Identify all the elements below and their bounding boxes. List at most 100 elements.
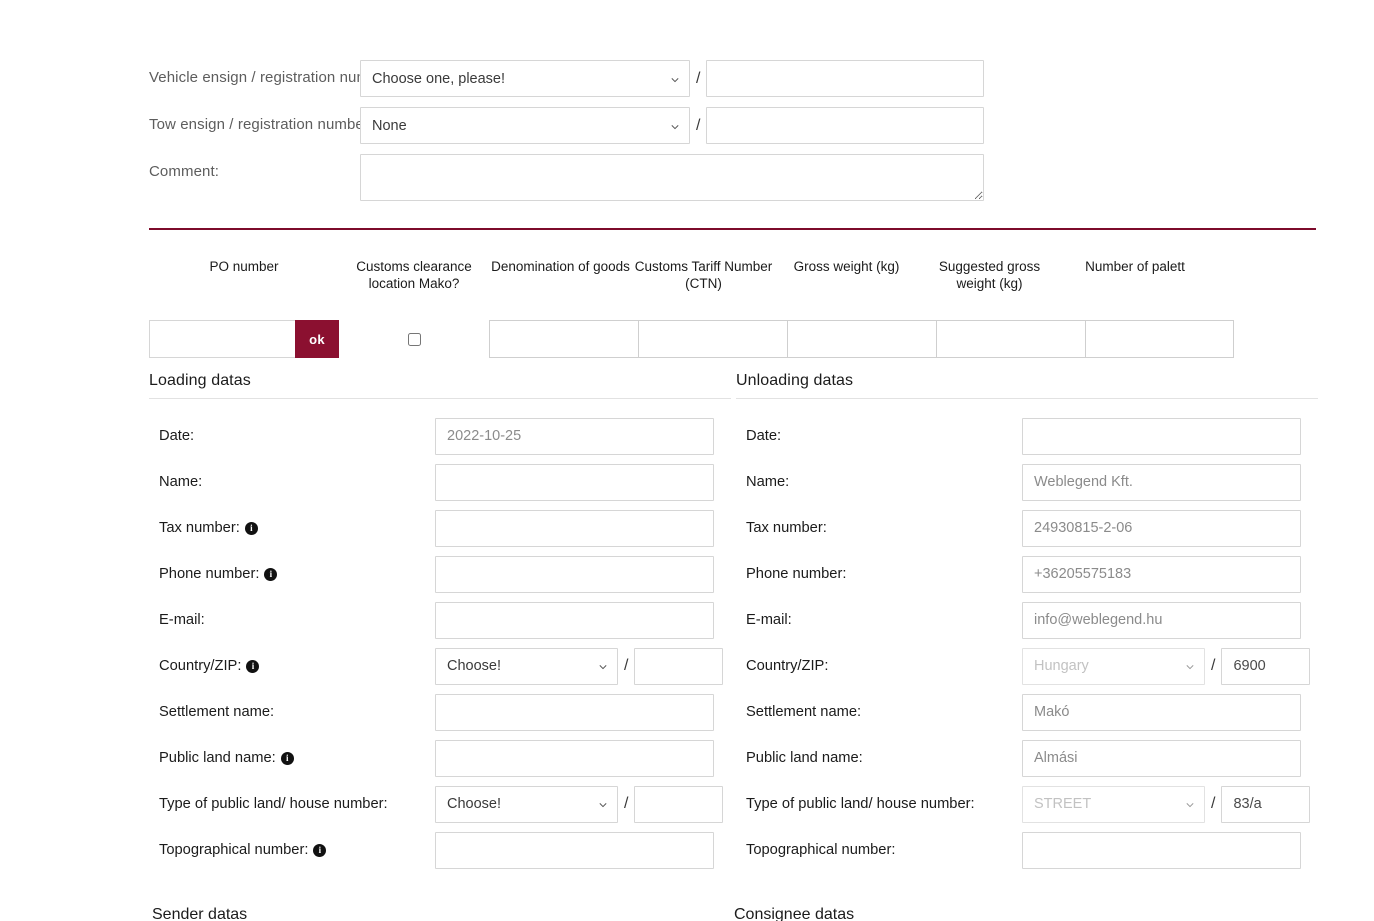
- loading-country-select[interactable]: Choose!: [435, 647, 618, 685]
- vehicle-ensign-label-text: Vehicle ensign / registration number:: [149, 69, 396, 86]
- col-header-po-number: PO number: [209, 259, 279, 274]
- unloading-land-type-row: Type of public land/ house number: STREE…: [736, 781, 1323, 827]
- loading-house-number-input[interactable]: [634, 785, 724, 823]
- comment-textarea[interactable]: [360, 154, 984, 201]
- unloading-zip-input[interactable]: [1221, 647, 1311, 685]
- loading-land-type-separator: /: [624, 795, 629, 812]
- ok-button[interactable]: ok: [295, 320, 339, 358]
- loading-public-land-name-input[interactable]: [435, 739, 714, 777]
- sender-datas-title: Sender datas: [152, 906, 248, 921]
- goods-table-header-row: PO number Customs clearance location Mak…: [149, 248, 1319, 292]
- unloading-phone-label: Phone number:: [746, 566, 847, 582]
- loading-topographical-input[interactable]: [435, 831, 714, 869]
- info-circle-icon[interactable]: i: [246, 660, 260, 673]
- section-divider: [149, 228, 1316, 230]
- col-header-number-of-palett: Number of palett: [1085, 259, 1185, 274]
- loading-tax-number-label-text: Tax number:: [159, 520, 240, 536]
- gross-weight-input[interactable]: [787, 320, 936, 358]
- loading-settlement-row: Settlement name:: [149, 689, 736, 735]
- customs-clearance-cell: [339, 332, 489, 346]
- unloading-tax-number-row: Tax number:: [736, 505, 1323, 551]
- unloading-land-type-select: STREET: [1022, 785, 1205, 823]
- loading-tax-number-row: Tax number: i: [149, 505, 736, 551]
- unloading-name-input[interactable]: [1022, 463, 1301, 501]
- tow-ensign-controls: None /: [360, 101, 985, 144]
- unloading-public-land-name-control: [1022, 739, 1301, 777]
- loading-country-zip-label: Country/ZIP: i: [149, 658, 435, 674]
- vehicle-ensign-select-wrap: Choose one, please!: [360, 60, 690, 97]
- loading-email-control: [435, 601, 714, 639]
- unloading-land-type-select-wrap: STREET: [1022, 785, 1205, 823]
- vehicle-ensign-input[interactable]: [706, 60, 985, 97]
- loading-topographical-label: Topographical number: i: [149, 842, 435, 858]
- customs-tariff-number-input[interactable]: [638, 320, 787, 358]
- unloading-settlement-input[interactable]: [1022, 693, 1301, 731]
- loading-phone-input[interactable]: [435, 555, 714, 593]
- unloading-country-select: Hungary: [1022, 647, 1205, 685]
- loading-tax-number-input[interactable]: [435, 509, 714, 547]
- info-circle-icon[interactable]: i: [244, 522, 258, 535]
- unloading-phone-control: [1022, 555, 1301, 593]
- loading-land-type-select[interactable]: Choose!: [435, 785, 618, 823]
- unloading-date-input[interactable]: [1022, 417, 1301, 455]
- col-header-gross-weight: Gross weight (kg): [793, 259, 900, 274]
- loading-date-row: Date:: [149, 413, 736, 459]
- loading-zip-input[interactable]: [634, 647, 724, 685]
- info-circle-icon[interactable]: i: [264, 568, 278, 581]
- col-header-customs-clearance: Customs clearance location Mako?: [356, 259, 472, 291]
- loading-name-row: Name:: [149, 459, 736, 505]
- unloading-topographical-control: [1022, 831, 1301, 869]
- loading-public-land-name-label: Public land name: i: [149, 750, 435, 766]
- loading-country-select-wrap: Choose!: [435, 647, 618, 685]
- unloading-phone-input[interactable]: [1022, 555, 1301, 593]
- loading-tax-number-label: Tax number: i: [149, 520, 435, 536]
- consignee-datas-title: Consignee datas: [734, 906, 855, 921]
- po-number-input[interactable]: [149, 320, 295, 358]
- unloading-date-row: Date:: [736, 413, 1323, 459]
- unloading-date-label: Date:: [746, 428, 782, 444]
- unloading-topographical-row: Topographical number:: [736, 827, 1323, 873]
- loading-public-land-name-label-text: Public land name:: [159, 750, 276, 766]
- loading-land-type-row: Type of public land/ house number: Choos…: [149, 781, 736, 827]
- vehicle-ensign-separator: /: [696, 69, 701, 87]
- loading-land-type-label: Type of public land/ house number:: [159, 796, 388, 812]
- col-header-suggested-gross-weight: Suggested gross weight (kg): [938, 259, 1041, 291]
- comment-row: Comment:: [0, 148, 1374, 201]
- loading-topographical-row: Topographical number: i: [149, 827, 736, 873]
- loading-date-input[interactable]: [435, 417, 714, 455]
- loading-name-input[interactable]: [435, 463, 714, 501]
- loading-phone-label: Phone number: i: [149, 566, 435, 582]
- loading-phone-control: [435, 555, 714, 593]
- unloading-email-input[interactable]: [1022, 601, 1301, 639]
- suggested-gross-weight-input[interactable]: [936, 320, 1085, 358]
- tow-ensign-select[interactable]: None: [360, 107, 690, 144]
- vehicle-section: Vehicle ensign / registration number:i C…: [0, 0, 1374, 201]
- unloading-name-control: [1022, 463, 1301, 501]
- loading-country-zip-row: Country/ZIP: i Choose! /: [149, 643, 736, 689]
- vehicle-ensign-select[interactable]: Choose one, please!: [360, 60, 690, 97]
- denomination-of-goods-input[interactable]: [489, 320, 638, 358]
- loading-topographical-control: [435, 831, 714, 869]
- loading-settlement-input[interactable]: [435, 693, 714, 731]
- tow-ensign-separator: /: [696, 116, 701, 134]
- unloading-settlement-row: Settlement name:: [736, 689, 1323, 735]
- vehicle-ensign-row: Vehicle ensign / registration number:i C…: [0, 54, 1374, 101]
- unloading-topographical-input[interactable]: [1022, 831, 1301, 869]
- tow-ensign-input[interactable]: [706, 107, 985, 144]
- loading-settlement-control: [435, 693, 714, 731]
- unloading-name-row: Name:: [736, 459, 1323, 505]
- loading-public-land-name-control: [435, 739, 714, 777]
- unloading-tax-number-input[interactable]: [1022, 509, 1301, 547]
- goods-input-cells: [489, 320, 1234, 358]
- unloading-land-type-separator: /: [1211, 795, 1216, 812]
- loading-datas-title: Loading datas: [149, 372, 731, 399]
- unloading-public-land-name-input[interactable]: [1022, 739, 1301, 777]
- customs-clearance-checkbox[interactable]: [407, 332, 421, 346]
- loading-email-input[interactable]: [435, 601, 714, 639]
- info-circle-icon[interactable]: i: [313, 844, 327, 857]
- info-circle-icon[interactable]: i: [280, 752, 294, 765]
- col-header-ctn: Customs Tariff Number (CTN): [634, 259, 773, 291]
- number-of-palett-input[interactable]: [1085, 320, 1234, 358]
- loading-datas-section: Loading datas Date: Name: Tax number: i: [149, 372, 736, 873]
- unloading-house-number-input[interactable]: [1221, 785, 1311, 823]
